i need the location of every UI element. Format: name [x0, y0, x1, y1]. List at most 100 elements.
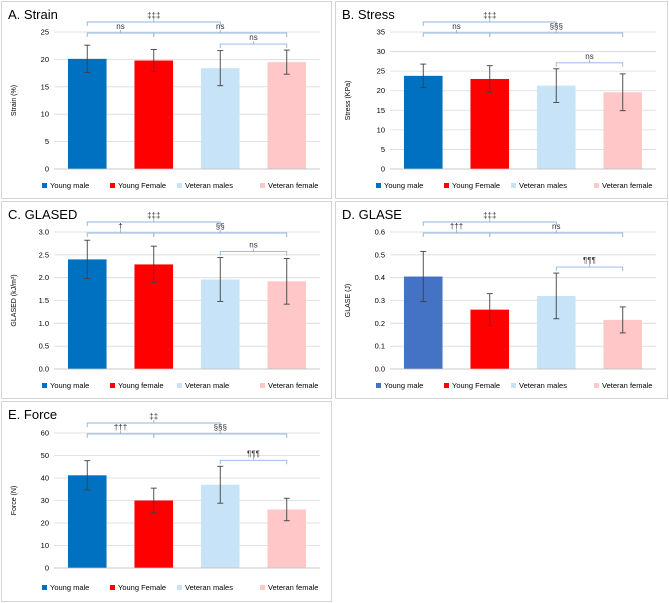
legend-entry: Veteran males [519, 381, 567, 390]
significance-label: §§§ [550, 22, 563, 31]
legend-swatch [444, 183, 449, 188]
legend-entry: Young Female [118, 181, 166, 190]
significance-bracket [153, 32, 288, 37]
panel-d-glase: D. GLASE 0.0 0.1 0.2 0.3 0.4 0.5 0.6 GLASE (J) ‡‡… [335, 201, 668, 399]
legend-swatch [511, 183, 516, 188]
y-tick-label: 0.4 [375, 273, 385, 282]
legend-swatch [42, 383, 47, 388]
y-tick-label: 2.5 [39, 250, 49, 259]
significance-label: ¶¶¶ [583, 256, 596, 265]
legend-entry: Young male [50, 381, 89, 390]
y-tick-label: 2.0 [39, 273, 49, 282]
chart-title: A. Strain [8, 7, 58, 22]
chart-svg: D. GLASE 0.0 0.1 0.2 0.3 0.4 0.5 0.6 GLASE (J) ‡‡… [342, 207, 656, 390]
y-tick-label: 50 [41, 451, 49, 460]
significance-bracket [86, 21, 221, 26]
panel-e-force: E. Force 0 10 20 30 40 50 60 Force (N) ‡‡ ††† §§§ ¶¶… [1, 401, 332, 602]
legend-entry: Young male [384, 181, 423, 190]
legend-swatch [594, 183, 599, 188]
y-tick-label: 15 [41, 82, 49, 91]
y-axis-label: GLASED (kJ/m³) [11, 274, 18, 326]
y-tick-label: 0.5 [39, 342, 49, 351]
y-tick-label: 0.0 [39, 365, 49, 374]
significance-label: ¶¶¶ [247, 449, 260, 458]
legend-swatch [260, 383, 265, 388]
significance-bracket [422, 232, 491, 237]
significance-label: ns [116, 22, 124, 31]
y-axis-label: Strain (%) [11, 85, 18, 116]
legend-swatch [444, 383, 449, 388]
y-tick-label: 10 [41, 541, 49, 550]
legend-swatch [177, 183, 182, 188]
bar-1 [67, 475, 107, 568]
legend-entry: Veteran males [185, 583, 233, 592]
chart-svg: C. GLASED 0.0 0.5 1.0 1.5 2.0 2.5 3.0 GLASED (kJ… [8, 207, 320, 390]
y-tick-label: 15 [377, 106, 385, 115]
legend-swatch [42, 585, 47, 590]
significance-label: ns [216, 22, 224, 31]
significance-label: ns [452, 22, 460, 31]
significance-label: ††† [450, 222, 463, 231]
legend-swatch [110, 383, 115, 388]
chart-title: B. Stress [342, 7, 395, 22]
legend-entry: Veteran female [268, 381, 318, 390]
significance-bracket [86, 433, 155, 438]
y-tick-label: 0.2 [375, 319, 385, 328]
legend-swatch [42, 183, 47, 188]
y-tick-label: 0.0 [375, 365, 385, 374]
y-tick-label: 0.5 [375, 250, 385, 259]
significance-bracket [422, 221, 557, 226]
significance-label: ‡‡‡ [483, 211, 496, 220]
legend-entry: Veteran female [602, 181, 652, 190]
chart-svg: E. Force 0 10 20 30 40 50 60 Force (N) ‡‡ ††† §§§ ¶¶… [8, 407, 320, 592]
significance-label: ns [249, 33, 257, 42]
legend-entry: Veteran males [519, 181, 567, 190]
legend-swatch [511, 383, 516, 388]
bar-1 [403, 75, 443, 169]
significance-bracket [153, 232, 288, 237]
legend-entry: Veteran female [268, 583, 318, 592]
bar-2 [470, 78, 510, 169]
legend-entry: Veteran female [602, 381, 652, 390]
significance-bracket [219, 43, 288, 49]
y-tick-label: 30 [377, 47, 385, 56]
y-tick-label: 3.0 [39, 228, 49, 237]
significance-bracket [422, 21, 557, 26]
significance-bracket [153, 433, 288, 438]
y-tick-label: 5 [45, 137, 49, 146]
significance-bracket [555, 266, 624, 272]
significance-label: ns [552, 222, 560, 231]
legend-entry: Young Female [452, 181, 500, 190]
y-tick-label: 20 [41, 55, 49, 64]
legend-swatch [110, 585, 115, 590]
significance-label: † [118, 222, 122, 231]
y-tick-label: 0.1 [375, 342, 385, 351]
legend-entry: Young male [50, 583, 89, 592]
y-tick-label: 5 [381, 145, 385, 154]
significance-label: ‡‡‡ [147, 11, 160, 20]
y-tick-label: 1.5 [39, 296, 49, 305]
chart-title: C. GLASED [8, 207, 77, 222]
panel-c-glased: C. GLASED 0.0 0.5 1.0 1.5 2.0 2.5 3.0 GLASED (kJ… [1, 201, 332, 399]
y-tick-label: 35 [377, 28, 385, 37]
legend-entry: Young Female [452, 381, 500, 390]
significance-label: ‡‡‡ [147, 211, 160, 220]
legend-swatch [260, 183, 265, 188]
y-axis-label: Force (N) [11, 486, 18, 516]
y-axis-label: Stress (KPa) [345, 81, 352, 121]
legend-swatch [376, 383, 381, 388]
legend-swatch [260, 585, 265, 590]
significance-bracket [422, 32, 491, 37]
significance-bracket [86, 32, 155, 37]
y-tick-label: 40 [41, 474, 49, 483]
significance-bracket [219, 459, 288, 465]
y-axis-label: GLASE (J) [345, 284, 352, 317]
chart-svg: A. Strain 0 5 10 15 20 25 Strain (%) ‡‡‡ ns ns ns Yo… [8, 7, 320, 190]
significance-label: §§§ [214, 423, 227, 432]
y-tick-label: 0.6 [375, 228, 385, 237]
legend-entry: Veteran males [185, 181, 233, 190]
significance-bracket [489, 32, 624, 37]
significance-label: ††† [114, 423, 127, 432]
panel-a-strain: A. Strain 0 5 10 15 20 25 Strain (%) ‡‡‡ ns ns ns Yo… [1, 1, 332, 199]
y-tick-label: 10 [41, 110, 49, 119]
